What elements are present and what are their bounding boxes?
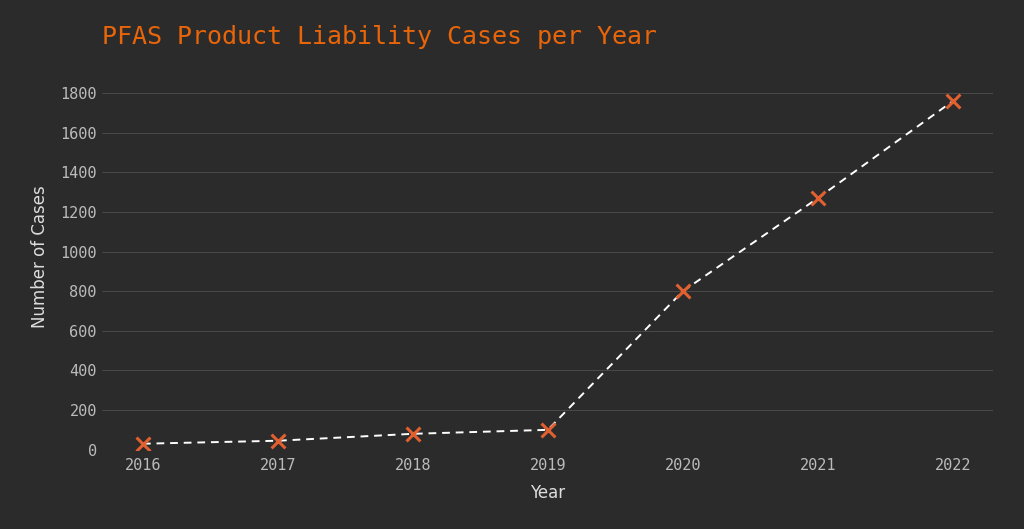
Point [540, 426, 556, 434]
Point [944, 97, 961, 105]
X-axis label: Year: Year [530, 484, 565, 502]
Point [269, 436, 286, 445]
Y-axis label: Number of Cases: Number of Cases [32, 185, 49, 328]
Point [675, 287, 691, 296]
Text: PFAS Product Liability Cases per Year: PFAS Product Liability Cases per Year [102, 25, 657, 49]
Point [404, 430, 421, 438]
Point [810, 194, 826, 203]
Point [135, 440, 152, 448]
